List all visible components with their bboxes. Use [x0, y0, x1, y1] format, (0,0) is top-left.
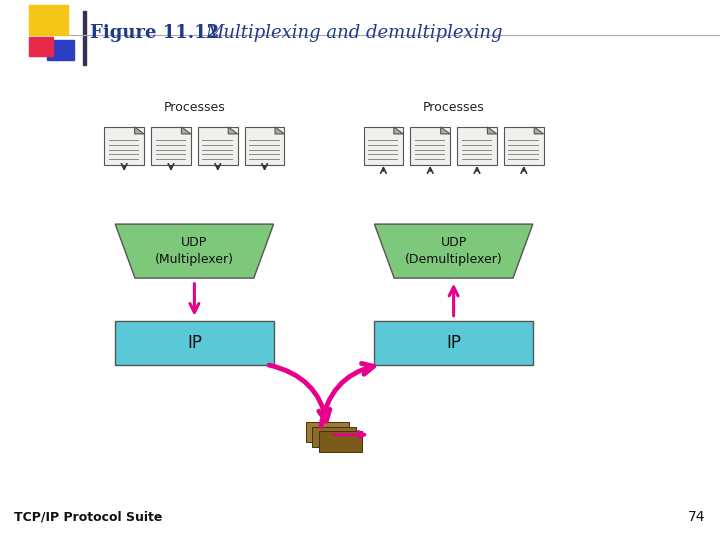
- Text: IP: IP: [187, 334, 202, 352]
- FancyBboxPatch shape: [364, 127, 403, 165]
- Polygon shape: [441, 127, 450, 134]
- FancyBboxPatch shape: [115, 321, 274, 365]
- Polygon shape: [115, 224, 274, 278]
- Polygon shape: [181, 127, 191, 134]
- Polygon shape: [319, 431, 362, 452]
- FancyBboxPatch shape: [410, 127, 450, 165]
- Polygon shape: [374, 224, 533, 278]
- Bar: [83, 11, 86, 65]
- FancyBboxPatch shape: [504, 127, 544, 165]
- Bar: [29, 37, 53, 56]
- Bar: [29, 5, 68, 35]
- FancyBboxPatch shape: [245, 127, 284, 165]
- FancyArrowPatch shape: [269, 365, 330, 421]
- FancyBboxPatch shape: [457, 127, 497, 165]
- FancyBboxPatch shape: [104, 127, 144, 165]
- Text: 74: 74: [688, 510, 706, 524]
- Polygon shape: [228, 127, 238, 134]
- FancyBboxPatch shape: [198, 127, 238, 165]
- FancyArrowPatch shape: [334, 431, 365, 438]
- Text: Processes: Processes: [163, 102, 225, 114]
- FancyBboxPatch shape: [374, 321, 533, 365]
- Polygon shape: [135, 127, 144, 134]
- Polygon shape: [306, 422, 349, 442]
- Polygon shape: [534, 127, 544, 134]
- Polygon shape: [312, 427, 356, 447]
- Polygon shape: [275, 127, 284, 134]
- Text: Processes: Processes: [423, 102, 485, 114]
- Text: UDP
(Multiplexer): UDP (Multiplexer): [155, 236, 234, 266]
- FancyArrowPatch shape: [321, 363, 374, 427]
- Text: UDP
(Demultiplexer): UDP (Demultiplexer): [405, 236, 503, 266]
- Bar: [47, 39, 74, 60]
- Polygon shape: [394, 127, 403, 134]
- Text: TCP/IP Protocol Suite: TCP/IP Protocol Suite: [14, 511, 163, 524]
- Text: IP: IP: [446, 334, 461, 352]
- FancyBboxPatch shape: [151, 127, 191, 165]
- Text: Figure 11.12: Figure 11.12: [90, 24, 219, 42]
- Polygon shape: [487, 127, 497, 134]
- Text: Multiplexing and demultiplexing: Multiplexing and demultiplexing: [205, 24, 503, 42]
